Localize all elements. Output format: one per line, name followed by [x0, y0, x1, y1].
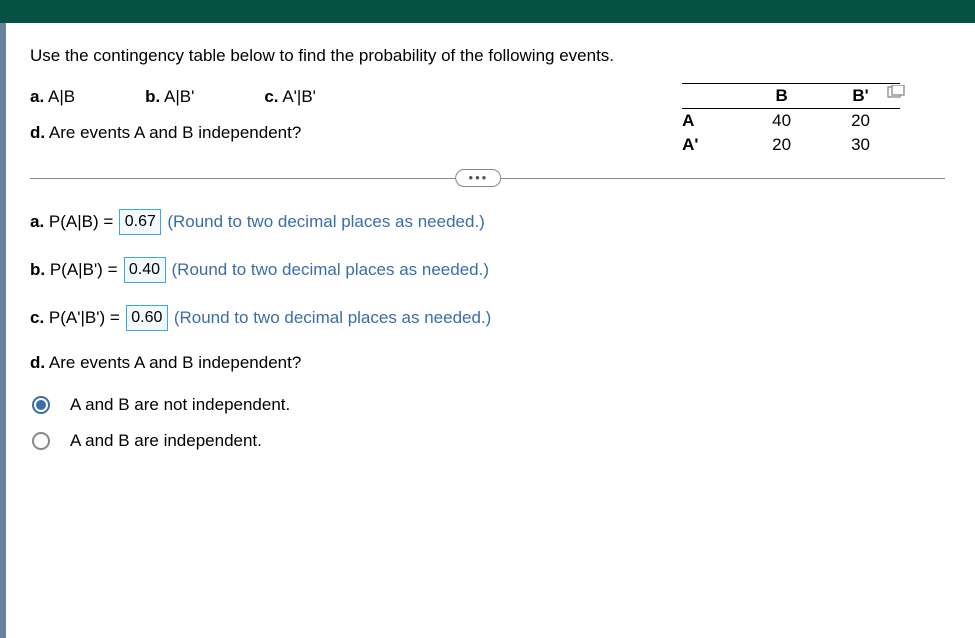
hint-a: (Round to two decimal places as needed.)	[167, 212, 485, 232]
table-row: A' 20 30	[682, 133, 900, 157]
answer-input-c[interactable]	[126, 305, 168, 331]
row-label-a: A	[682, 109, 742, 134]
radio-inner-icon	[36, 400, 46, 410]
radio-label: A and B are independent.	[70, 431, 262, 451]
answer-d-question: d. Are events A and B independent?	[30, 353, 945, 373]
part-c: c. A'|B'	[264, 87, 316, 107]
cell-aprime-b: 20	[742, 133, 821, 157]
answer-input-b[interactable]	[124, 257, 166, 283]
cell-aprime-bprime: 30	[821, 133, 900, 157]
answer-input-a[interactable]	[119, 209, 161, 235]
expand-icon[interactable]	[887, 85, 905, 100]
radio-label: A and B are not independent.	[70, 395, 290, 415]
content-area: Use the contingency table below to find …	[0, 23, 975, 487]
radio-group: A and B are not independent. A and B are…	[32, 395, 945, 451]
col-header-b: B	[742, 84, 821, 109]
contingency-table: B B' A 40 20 A' 20 30	[682, 83, 900, 157]
part-a: a. A|B	[30, 87, 75, 107]
hint-b: (Round to two decimal places as needed.)	[172, 260, 490, 280]
table-row: A 40 20	[682, 109, 900, 134]
radio-button-selected[interactable]	[32, 396, 50, 414]
contingency-table-area: B B' A 40 20 A' 20 30	[682, 83, 900, 157]
row-label-aprime: A'	[682, 133, 742, 157]
answer-b: b. P(A|B') = (Round to two decimal place…	[30, 257, 945, 283]
problem-intro: Use the contingency table below to find …	[30, 43, 945, 69]
top-bar	[0, 0, 975, 23]
section-divider: •••	[30, 178, 945, 179]
radio-option-independent[interactable]: A and B are independent.	[32, 431, 945, 451]
cell-a-b: 40	[742, 109, 821, 134]
cell-a-bprime: 20	[821, 109, 900, 134]
expand-button[interactable]: •••	[456, 169, 502, 187]
answer-a: a. P(A|B) = (Round to two decimal places…	[30, 209, 945, 235]
radio-option-not-independent[interactable]: A and B are not independent.	[32, 395, 945, 415]
radio-button-unselected[interactable]	[32, 432, 50, 450]
answer-c: c. P(A'|B') = (Round to two decimal plac…	[30, 305, 945, 331]
part-b: b. A|B'	[145, 87, 194, 107]
hint-c: (Round to two decimal places as needed.)	[174, 308, 492, 328]
